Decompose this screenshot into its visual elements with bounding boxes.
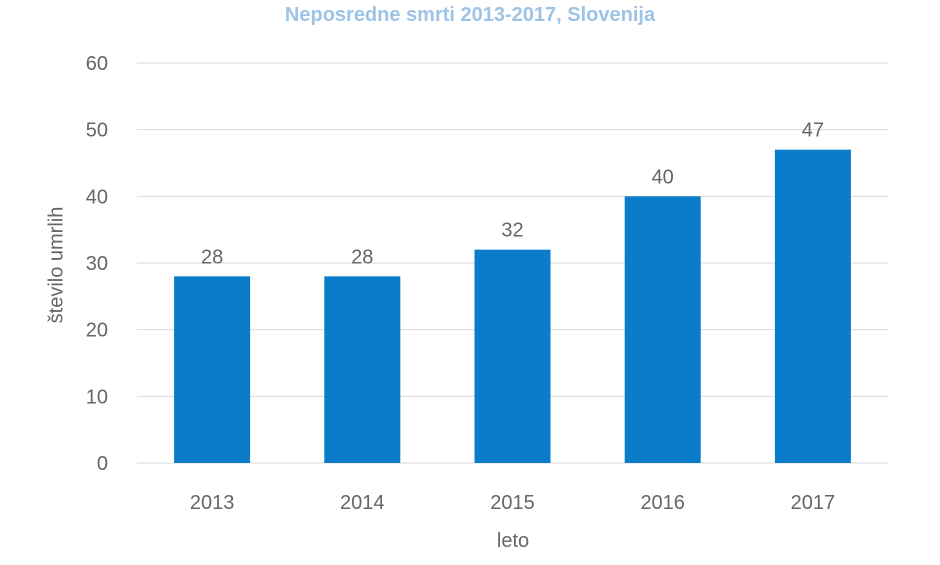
bar-2013	[174, 276, 251, 463]
data-label-2015: 32	[501, 220, 523, 242]
y-tick-label: 60	[86, 53, 108, 75]
data-label-2017: 47	[802, 120, 824, 142]
chart-title: Neposredne smrti 2013-2017, Slovenija	[284, 4, 656, 26]
y-tick-label: 0	[97, 453, 108, 475]
y-axis-label: število umrlih	[45, 206, 68, 324]
x-axis-label: leto	[496, 530, 530, 552]
y-tick-label: 20	[86, 320, 108, 342]
x-tick-label: 2017	[791, 492, 836, 514]
bar-2016	[624, 196, 701, 464]
bar-2014	[324, 276, 401, 463]
data-label-2014: 28	[351, 246, 373, 268]
x-tick-label: 2016	[640, 492, 685, 514]
bar-2017	[774, 149, 851, 463]
x-tick-label: 2015	[490, 492, 535, 514]
data-label-2013: 28	[201, 246, 223, 268]
y-tick-label: 10	[86, 386, 108, 408]
x-tick-label: 2014	[340, 492, 385, 514]
y-tick-label: 50	[86, 120, 108, 142]
y-tick-label: 40	[86, 186, 108, 208]
bar-2015	[474, 249, 551, 463]
x-tick-label: 2013	[190, 492, 235, 514]
data-label-2016: 40	[652, 166, 674, 188]
y-tick-label: 30	[86, 253, 108, 275]
